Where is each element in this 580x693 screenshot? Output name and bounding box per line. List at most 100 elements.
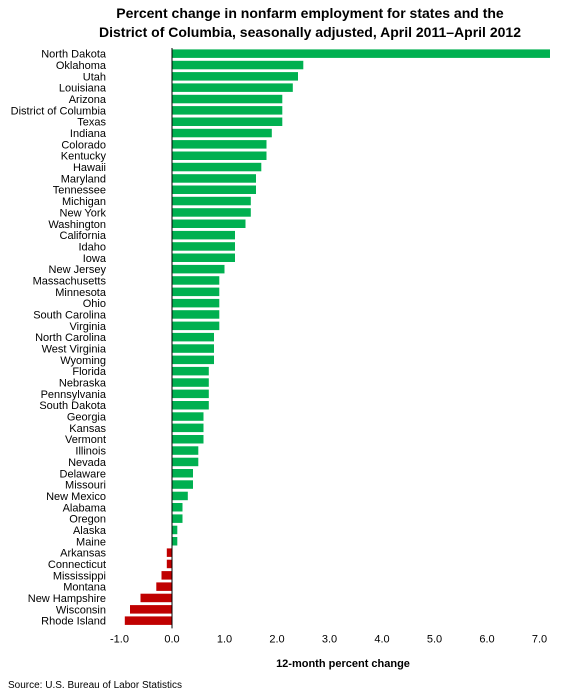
category-label: Utah [83, 71, 106, 83]
category-label: Alaska [73, 525, 107, 537]
x-axis-ticks: -1.0 0.0 1.0 2.0 3.0 4.0 5.0 6.0 7.0 [110, 633, 547, 645]
category-label: District of Columbia [11, 105, 107, 117]
x-tick-label: 1.0 [217, 633, 232, 645]
bar-missouri [172, 480, 193, 489]
category-label: Missouri [65, 480, 106, 492]
chart-title-line-2: District of Columbia, seasonally adjuste… [99, 24, 521, 40]
category-label: Arizona [69, 94, 107, 106]
category-label: Delaware [60, 468, 106, 480]
bar-tennessee [172, 185, 256, 194]
category-label: Oregon [69, 514, 106, 526]
category-label: Nevada [68, 457, 107, 469]
bars-layer [124, 49, 550, 625]
bar-nevada [172, 457, 199, 467]
category-label: Nebraska [59, 378, 107, 390]
bar-utah [172, 72, 298, 81]
bar-indiana [172, 128, 272, 138]
category-label: Michigan [62, 196, 106, 208]
x-tick-label: -1.0 [110, 633, 129, 645]
bar-mississippi [161, 571, 172, 580]
category-label: Maine [76, 536, 106, 548]
category-label: Louisiana [59, 83, 107, 95]
bar-kansas [172, 423, 204, 433]
category-label: New Hampshire [28, 593, 106, 605]
bar-minnesota [172, 287, 220, 297]
category-label: Massachusetts [33, 276, 107, 288]
bar-alaska [172, 525, 178, 535]
bar-maine [172, 537, 178, 546]
category-label: Indiana [70, 128, 107, 140]
category-label: Arkansas [60, 548, 106, 560]
bar-new-hampshire [140, 593, 172, 603]
category-label: South Dakota [39, 400, 107, 412]
bar-arkansas [166, 548, 173, 557]
category-label: North Carolina [35, 332, 107, 344]
category-label: Vermont [65, 434, 106, 446]
category-label: Kentucky [61, 151, 107, 163]
x-tick-label: 6.0 [479, 633, 494, 645]
category-label: Iowa [83, 253, 107, 265]
bar-kentucky [172, 151, 267, 160]
category-label: New Mexico [46, 491, 106, 503]
bar-hawaii [172, 162, 262, 172]
bar-new-mexico [172, 491, 188, 501]
bar-massachusetts [172, 276, 220, 285]
x-axis-title: 12-month percent change [276, 658, 410, 670]
category-label: North Dakota [41, 49, 107, 61]
bar-rhode-island [124, 616, 173, 625]
category-label: Rhode Island [41, 616, 106, 628]
category-labels: North DakotaOklahomaUtahLouisianaArizona… [11, 49, 107, 628]
category-label: Virginia [70, 321, 107, 333]
x-tick-label: 7.0 [532, 633, 547, 645]
bar-oklahoma [172, 60, 304, 70]
category-label: Mississippi [53, 570, 106, 582]
bar-north-dakota [172, 49, 550, 58]
category-label: Tennessee [53, 185, 106, 197]
category-label: Maryland [61, 173, 106, 185]
category-label: New Jersey [49, 264, 107, 276]
category-label: New York [60, 207, 107, 219]
bar-south-carolina [172, 310, 220, 319]
category-label: Wisconsin [56, 604, 106, 616]
bar-california [172, 230, 235, 240]
bar-district-of-columbia [172, 106, 283, 115]
category-label: Georgia [67, 412, 107, 424]
category-label: Minnesota [55, 287, 107, 299]
category-label: Kansas [69, 423, 106, 435]
category-label: Ohio [83, 298, 106, 310]
category-label: California [60, 230, 107, 242]
category-label: Montana [63, 582, 107, 594]
bar-illinois [172, 446, 199, 455]
bar-west-virginia [172, 344, 214, 353]
bar-connecticut [166, 559, 173, 569]
bar-washington [172, 219, 246, 228]
chart-title-line-1: Percent change in nonfarm employment for… [116, 5, 504, 21]
category-label: Hawaii [73, 162, 106, 174]
source-note: Source: U.S. Bureau of Labor Statistics [8, 680, 182, 691]
category-label: Washington [48, 219, 106, 231]
category-label: Idaho [78, 241, 106, 253]
bar-south-dakota [172, 401, 209, 410]
category-label: Florida [72, 366, 107, 378]
category-label: South Carolina [33, 310, 107, 322]
bar-texas [172, 117, 283, 126]
bar-delaware [172, 469, 193, 478]
bar-colorado [172, 140, 267, 149]
bar-montana [156, 582, 173, 591]
bar-idaho [172, 242, 235, 251]
x-tick-label: 3.0 [322, 633, 337, 645]
x-tick-label: 0.0 [164, 633, 179, 645]
bar-florida [172, 366, 209, 376]
bar-oregon [172, 514, 183, 523]
bar-north-carolina [172, 332, 214, 342]
bar-new-jersey [172, 264, 225, 274]
bar-vermont [172, 435, 204, 444]
bar-pennsylvania [172, 389, 209, 399]
category-label: Alabama [63, 502, 107, 514]
bar-new-york [172, 208, 251, 217]
bar-wisconsin [130, 605, 172, 614]
category-label: Texas [77, 117, 106, 129]
bar-virginia [172, 321, 220, 331]
category-label: Oklahoma [56, 60, 107, 72]
